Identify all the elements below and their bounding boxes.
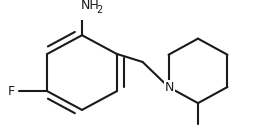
Text: 2: 2: [96, 5, 102, 15]
Text: NH: NH: [81, 0, 100, 12]
Text: N: N: [165, 81, 174, 93]
Text: F: F: [8, 85, 15, 98]
